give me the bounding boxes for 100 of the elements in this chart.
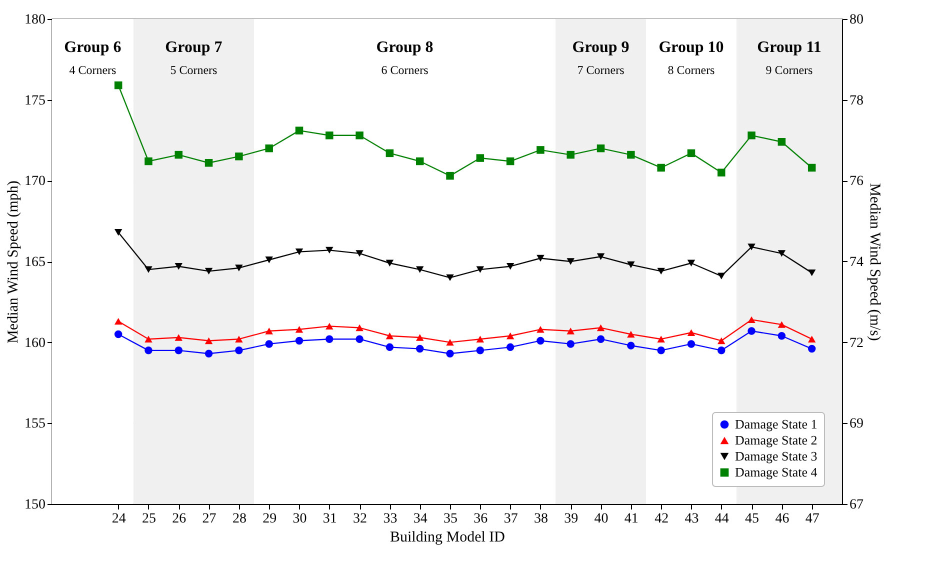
x-tick-label: 35 — [444, 512, 458, 526]
point — [356, 324, 364, 332]
text: Group 7 5 Corners — [165, 39, 222, 77]
point — [476, 346, 484, 354]
point — [566, 150, 574, 159]
point — [416, 344, 424, 353]
point — [114, 318, 122, 325]
x-tick-label: 39 — [564, 512, 578, 526]
point — [295, 248, 304, 256]
point — [778, 138, 786, 146]
legend-label: Damage State 1 — [735, 416, 818, 432]
point — [326, 246, 334, 254]
point — [326, 322, 334, 330]
x-tick-label: 41 — [624, 512, 638, 526]
text: Group 10 8 Corners — [658, 39, 724, 77]
point — [627, 150, 635, 159]
point — [718, 337, 726, 344]
point — [114, 81, 122, 90]
x-tick-label: 42 — [654, 512, 669, 526]
x-tick-label: 34 — [413, 512, 428, 526]
point — [295, 326, 304, 333]
point — [144, 346, 152, 354]
point — [778, 332, 786, 340]
x-tick-label: 25 — [142, 512, 156, 526]
text: Group 8 6 Corners — [376, 39, 434, 77]
point — [174, 262, 183, 270]
text: Group 9 7 Corners — [572, 39, 630, 77]
x-tick-label: 28 — [232, 512, 246, 526]
point — [627, 342, 635, 350]
point — [265, 144, 273, 152]
point — [808, 269, 816, 276]
y2-tick-label: 78 — [850, 93, 864, 108]
point — [748, 132, 756, 140]
point — [386, 149, 394, 158]
point — [386, 260, 394, 266]
y-axis-title: Median Wind Speed (mph) — [6, 180, 22, 344]
x-axis-title: Building Model ID — [390, 530, 506, 546]
point — [808, 344, 816, 353]
point — [416, 266, 424, 273]
x-tick-label: 40 — [594, 512, 608, 526]
x-tick-label: 44 — [714, 512, 729, 526]
point — [386, 343, 394, 352]
point — [808, 336, 816, 342]
x-tick-label: 38 — [534, 512, 548, 526]
y2-tick-label: 69 — [850, 416, 864, 432]
y-tick-label: 165 — [24, 255, 46, 270]
legend-label: Damage State 3 — [735, 448, 818, 464]
point — [114, 229, 122, 236]
point — [506, 343, 514, 352]
point — [144, 336, 152, 342]
x-tick-label: 30 — [292, 512, 307, 526]
point — [204, 350, 213, 358]
point — [596, 324, 605, 332]
point — [657, 336, 665, 342]
point — [657, 164, 665, 172]
point — [718, 168, 726, 176]
x-tick-label: 31 — [322, 512, 337, 526]
point — [235, 264, 243, 272]
y-tick-label: 170 — [24, 174, 46, 190]
point — [174, 334, 183, 341]
x-tick-label: 24 — [112, 512, 126, 526]
point — [596, 253, 605, 260]
point — [687, 329, 696, 336]
legend-label: Damage State 4 — [735, 464, 818, 480]
y-tick-label: 155 — [24, 416, 46, 432]
y2-tick-label: 67 — [850, 498, 864, 512]
point — [446, 274, 454, 282]
y2-tick-label: 72 — [850, 336, 864, 351]
point — [446, 338, 454, 346]
x-tick-label: 27 — [202, 512, 216, 526]
y2-axis-title: Median Wind Speed (m/s) — [866, 183, 882, 341]
y-tick-label: 180 — [24, 12, 46, 28]
point — [596, 335, 605, 343]
point — [235, 346, 243, 354]
point — [476, 336, 484, 342]
legend-label: Damage State 2 — [735, 432, 818, 448]
point — [536, 326, 544, 333]
y2-tick-label: 76 — [850, 174, 864, 190]
point — [566, 340, 574, 348]
point — [144, 266, 152, 273]
text: Group 6 4 Corners — [64, 39, 122, 77]
x-tick-label: 29 — [262, 512, 277, 526]
y-tick-label: 175 — [24, 93, 46, 108]
point — [114, 330, 122, 338]
point — [536, 254, 544, 262]
point — [687, 260, 696, 266]
point — [446, 350, 454, 358]
point — [748, 316, 756, 324]
x-tick-label: 43 — [684, 512, 699, 526]
point — [295, 126, 304, 134]
point — [718, 272, 726, 280]
point — [356, 132, 364, 140]
x-tick-label: 26 — [172, 512, 186, 526]
point — [174, 150, 183, 159]
point — [687, 340, 696, 348]
point — [627, 261, 635, 268]
point — [657, 346, 665, 354]
x-tick-label: 33 — [383, 512, 398, 526]
point — [748, 327, 756, 335]
point — [748, 244, 756, 250]
